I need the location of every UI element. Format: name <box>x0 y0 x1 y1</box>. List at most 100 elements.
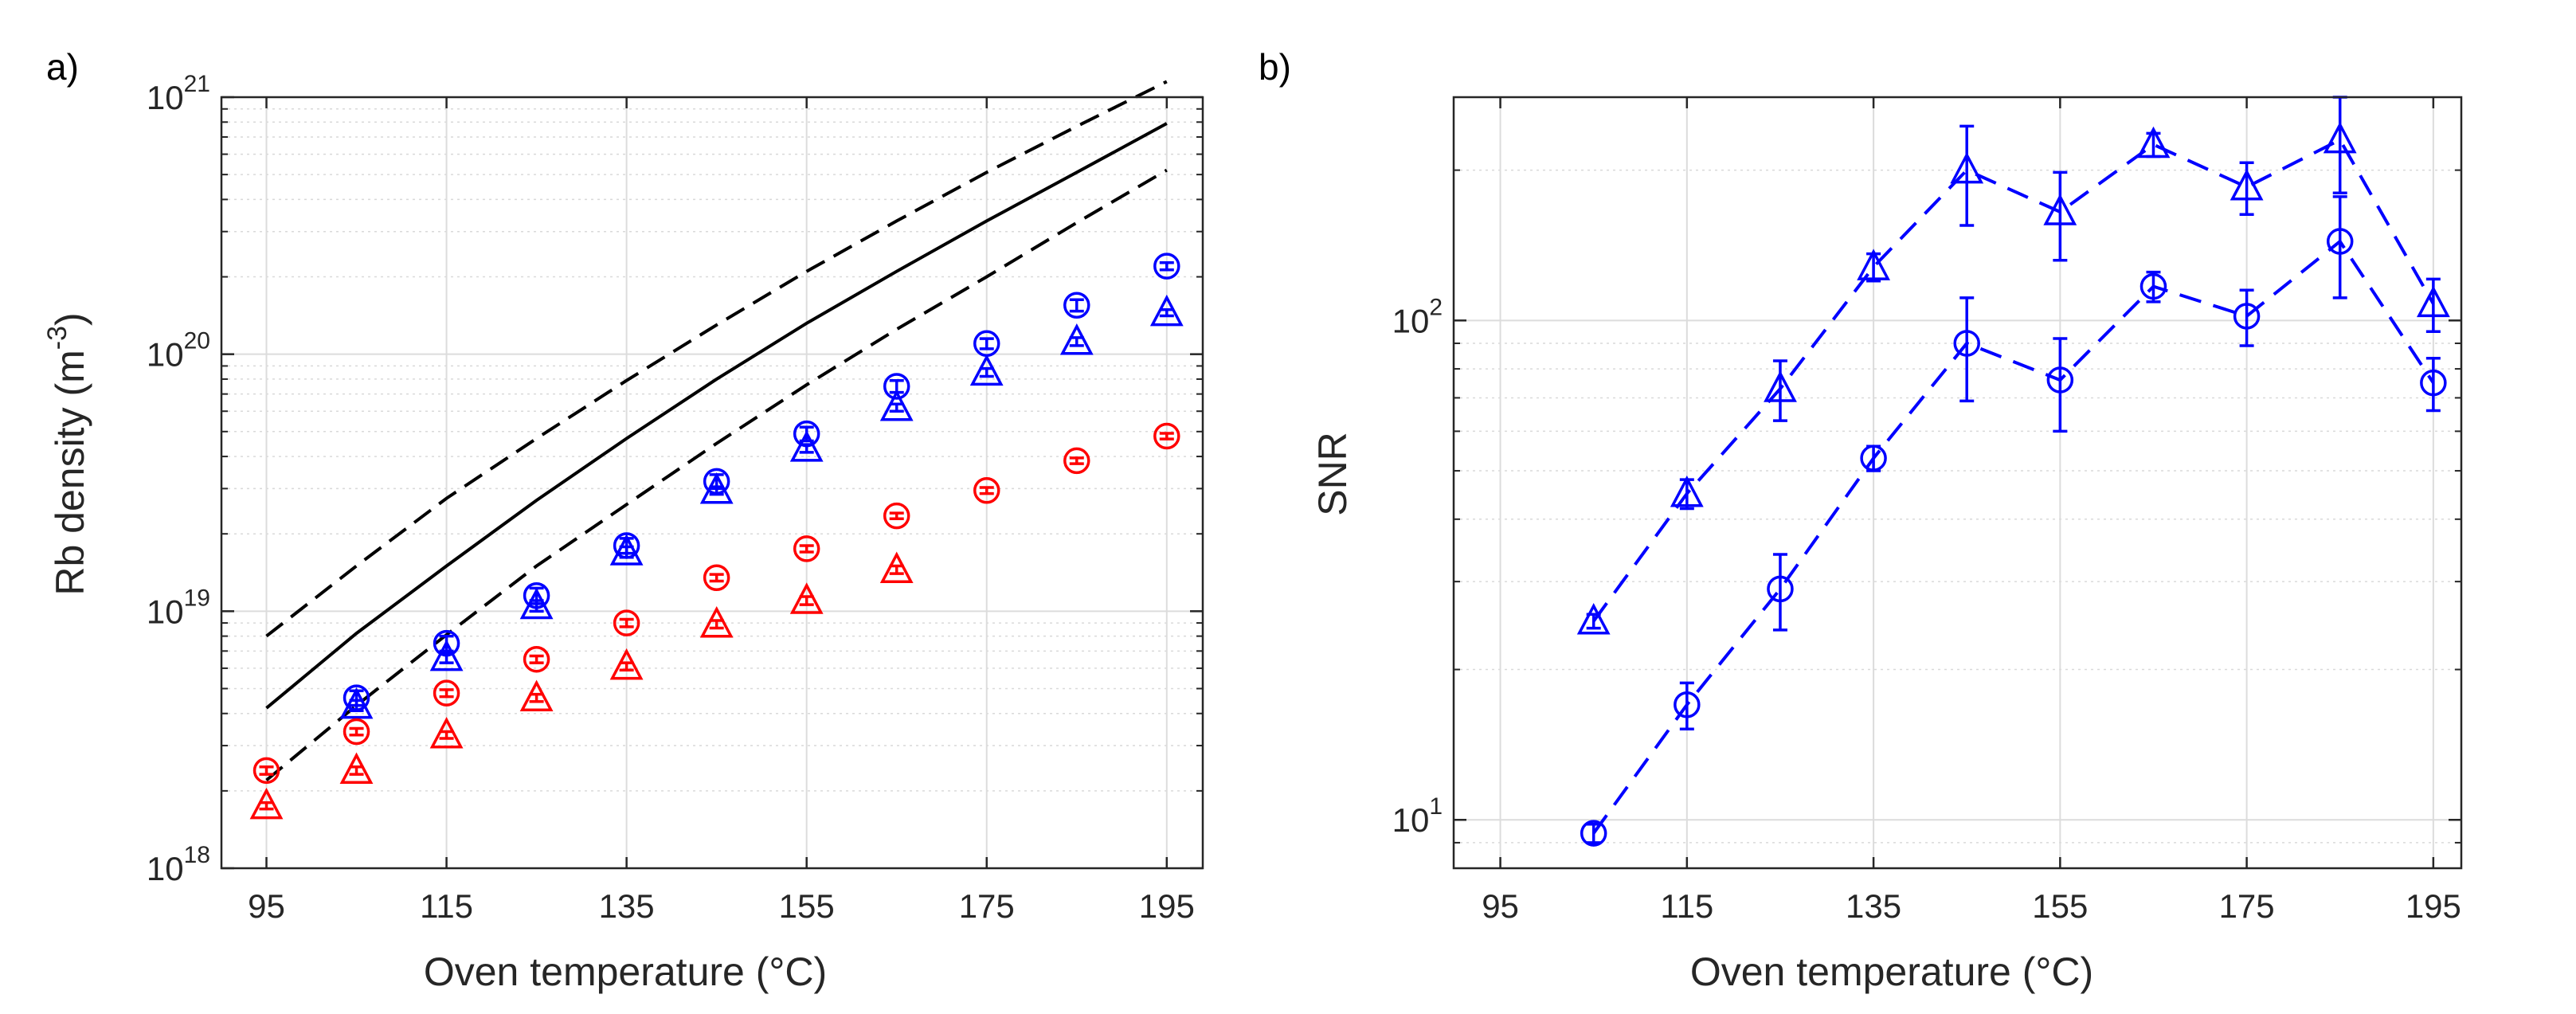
data-point-circle <box>793 535 820 562</box>
panel-b-y-axis-label: SNR <box>1310 432 1355 516</box>
data-point-circle <box>883 373 910 400</box>
data-point-circle <box>2420 369 2447 397</box>
data-point-circle <box>523 645 550 673</box>
data-point-triangle <box>699 605 734 638</box>
y-tick-label: 1021 <box>147 71 210 116</box>
data-point-circle <box>1860 444 1887 472</box>
series-triangle <box>1576 96 2450 635</box>
series-circle <box>1580 195 2447 847</box>
panel-b-grid <box>1454 97 2461 868</box>
data-point-circle <box>433 679 460 707</box>
data-point-triangle <box>789 430 824 462</box>
theory-lower-line <box>265 168 1168 782</box>
y-tick-label-base: 10 <box>147 593 184 630</box>
data-point-triangle <box>2416 285 2450 318</box>
x-tick-label: 95 <box>248 887 285 925</box>
data-point-circle <box>1674 691 1701 718</box>
data-point-circle <box>2326 228 2354 255</box>
x-tick-label: 155 <box>779 887 835 925</box>
data-point-circle <box>1063 447 1090 475</box>
y-tick-label-base: 10 <box>147 850 184 887</box>
x-tick-label: 195 <box>2406 887 2461 925</box>
panel-b-axes: 95 115 135 155 175 195 101 102 <box>1392 96 2463 925</box>
y-tick-label: 1020 <box>147 328 210 374</box>
data-point-circle <box>1063 292 1090 319</box>
data-point-triangle <box>1576 603 1611 635</box>
panel-a-label: a) <box>46 46 79 88</box>
data-point-circle <box>1153 422 1180 450</box>
data-point-circle <box>613 609 640 636</box>
data-point-triangle <box>699 472 734 504</box>
y-tick-label-exp: 21 <box>184 71 210 97</box>
panel-a-x-axis-label: Oven temperature (°C) <box>424 949 827 994</box>
data-point-triangle <box>429 716 464 749</box>
y-tick-label-base: 10 <box>1392 302 1430 339</box>
data-point-circle <box>703 564 730 592</box>
panel-a-y-axis-label-exp: -3 <box>42 326 72 350</box>
panel-b-data <box>1576 96 2450 847</box>
data-point-circle <box>2139 272 2167 300</box>
data-point-triangle <box>429 639 464 671</box>
y-tick-label-exp: 1 <box>1429 793 1443 820</box>
series-red-triangle <box>249 551 914 820</box>
panel-b-x-axis-label: Oven temperature (°C) <box>1690 949 2093 994</box>
data-point-circle <box>1767 575 1794 603</box>
data-point-triangle <box>339 752 374 785</box>
data-point-triangle <box>1149 294 1184 327</box>
series-line <box>1592 137 2435 622</box>
data-point-triangle <box>879 551 914 584</box>
y-tick-label: 101 <box>1392 793 1443 839</box>
data-point-triangle <box>789 582 824 614</box>
data-point-triangle <box>2323 121 2357 154</box>
x-tick-label: 175 <box>959 887 1015 925</box>
data-point-triangle <box>1950 151 1984 184</box>
data-point-triangle <box>1670 475 1704 507</box>
y-tick-label-base: 10 <box>147 79 184 116</box>
data-point-triangle <box>609 648 644 680</box>
data-point-circle <box>2046 366 2074 393</box>
data-point-triangle <box>2230 169 2264 201</box>
panel-a-y-axis-label-close: ) <box>48 312 92 326</box>
panel-a-y-axis-label-main: Rb density (m <box>48 350 92 595</box>
y-tick-label: 1018 <box>147 842 210 887</box>
series-line <box>1592 239 2435 835</box>
series-red-circle <box>253 422 1180 785</box>
axes-frame <box>1452 96 2463 870</box>
axes-frame <box>220 96 1204 870</box>
data-point-circle <box>253 757 280 785</box>
panel-b-chart: b) 95 115 135 155 175 195 101 102 Oven temperat… <box>1259 46 2463 994</box>
data-point-triangle <box>519 679 554 711</box>
data-point-triangle <box>519 587 554 620</box>
data-point-triangle <box>879 389 914 421</box>
series-blue-triangle <box>339 294 1184 719</box>
x-tick-label: 115 <box>420 887 473 925</box>
data-point-circle <box>1580 820 1607 847</box>
x-tick-label: 95 <box>1482 887 1519 925</box>
data-point-triangle <box>249 787 284 820</box>
y-tick-label-base: 10 <box>147 336 184 374</box>
data-point-circle <box>2233 303 2261 330</box>
theory-line <box>265 122 1168 710</box>
y-tick-label: 1019 <box>147 585 210 630</box>
theory-upper-line <box>265 80 1168 638</box>
data-point-triangle <box>2136 126 2171 159</box>
panel-b-label: b) <box>1259 46 1291 88</box>
x-tick-label: 155 <box>2032 887 2088 925</box>
x-tick-label: 195 <box>1139 887 1195 925</box>
y-tick-label-exp: 19 <box>184 585 210 611</box>
x-tick-label: 135 <box>599 887 655 925</box>
x-tick-label: 175 <box>2219 887 2275 925</box>
y-tick-label-exp: 2 <box>1429 294 1443 320</box>
y-tick-label-exp: 18 <box>184 842 210 868</box>
data-point-triangle <box>2043 194 2077 225</box>
data-point-circle <box>973 476 1000 504</box>
x-tick-label: 115 <box>1660 887 1713 925</box>
data-point-circle <box>883 502 910 530</box>
x-tick-label: 135 <box>1846 887 1901 925</box>
data-point-circle <box>1153 253 1180 280</box>
data-point-circle <box>343 718 370 746</box>
panel-a-data <box>249 80 1184 820</box>
